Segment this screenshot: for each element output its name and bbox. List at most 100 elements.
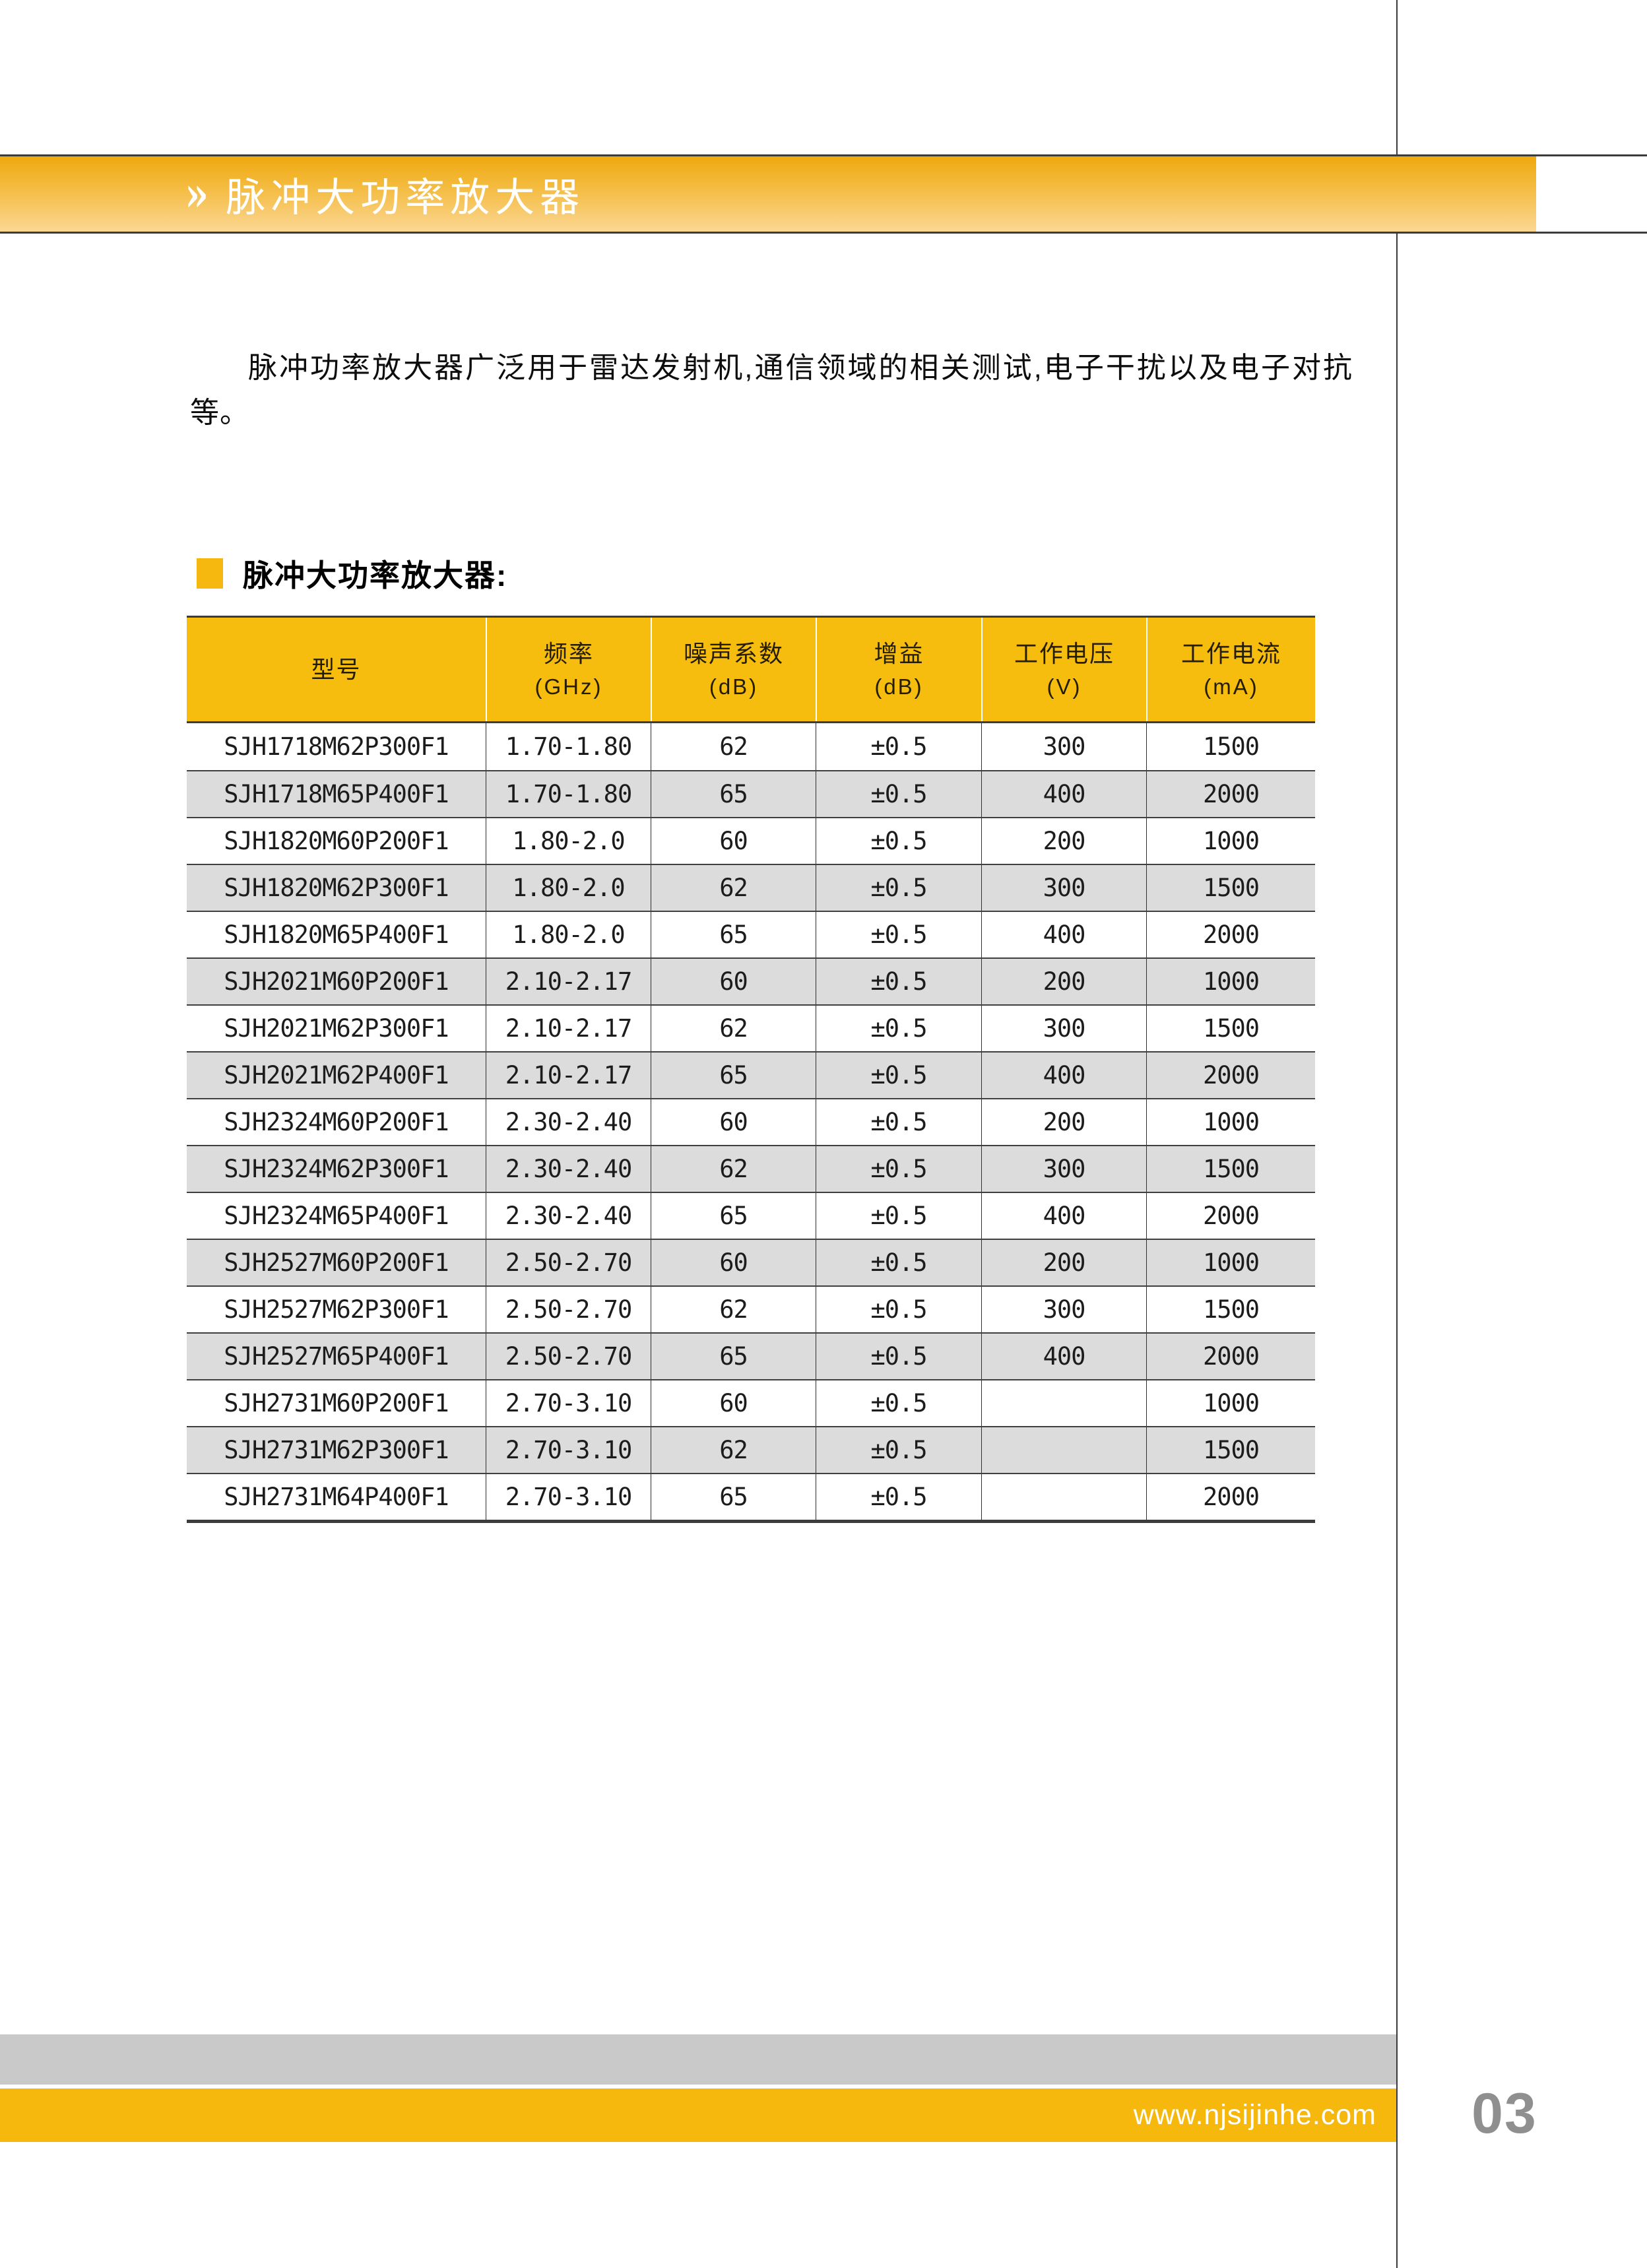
table-row: SJH2021M62P300F1 2.10-2.17 62 ±0.5 300 1500 <box>187 1004 1315 1051</box>
table-cell: 1000 <box>1146 959 1315 1004</box>
table-cell: 200 <box>981 1099 1146 1145</box>
column-header: 频率 (GHz) <box>486 618 651 721</box>
table-cell: 1.80-2.0 <box>486 818 651 864</box>
table-cell <box>981 1380 1146 1426</box>
page-number: 03 <box>1471 2081 1537 2145</box>
column-header: 增益 (dB) <box>816 618 981 721</box>
model-cell: SJH2731M64P400F1 <box>224 1483 449 1511</box>
table-cell: ±0.5 <box>816 1193 981 1239</box>
column-label: 工作电流 <box>1180 639 1281 667</box>
model-cell: SJH1820M60P200F1 <box>224 827 449 855</box>
model-cell: SJH2527M62P300F1 <box>224 1295 449 1324</box>
section-title: 脉冲大功率放大器: <box>243 558 508 593</box>
model-cell: SJH1718M62P300F1 <box>224 732 449 761</box>
table-cell: ±0.5 <box>816 959 981 1004</box>
table-row: SJH2021M62P400F1 2.10-2.17 65 ±0.5 400 2000 <box>187 1051 1315 1098</box>
table-cell: ±0.5 <box>816 1287 981 1332</box>
spec-table: 型号 频率 (GHz) 噪声系数 (dB) 增益 (dB) 工作电压 (V) 工作电流 (mA) S… <box>187 616 1315 1523</box>
table-cell: 2.10-2.17 <box>486 1006 651 1051</box>
table-cell: 400 <box>981 1334 1146 1379</box>
table-cell: 200 <box>981 959 1146 1004</box>
table-cell: 1500 <box>1146 1427 1315 1473</box>
table-cell: 1.70-1.80 <box>486 771 651 817</box>
column-unit: (mA) <box>1204 674 1259 699</box>
table-cell: 1000 <box>1146 1099 1315 1145</box>
table-cell: 300 <box>981 1146 1146 1192</box>
column-unit: (V) <box>1047 674 1082 699</box>
table-cell: ±0.5 <box>816 1099 981 1145</box>
table-cell: 65 <box>651 912 816 957</box>
table-cell: 2.10-2.17 <box>486 1053 651 1098</box>
table-row: SJH2021M60P200F1 2.10-2.17 60 ±0.5 200 1000 <box>187 957 1315 1004</box>
table-cell: 2000 <box>1146 912 1315 957</box>
table-cell: 62 <box>651 723 816 770</box>
table-cell: ±0.5 <box>816 1146 981 1192</box>
table-cell: 300 <box>981 1006 1146 1051</box>
model-cell: SJH2324M62P300F1 <box>224 1155 449 1183</box>
model-cell: SJH2021M62P300F1 <box>224 1014 449 1043</box>
table-cell: 400 <box>981 1193 1146 1239</box>
table-cell: ±0.5 <box>816 1334 981 1379</box>
model-cell: SJH1820M65P400F1 <box>224 921 449 949</box>
table-row: SJH1718M62P300F1 1.70-1.80 62 ±0.5 300 1500 <box>187 723 1315 770</box>
model-cell: SJH2021M60P200F1 <box>224 967 449 996</box>
table-cell: 62 <box>651 1006 816 1051</box>
column-header: 工作电流 (mA) <box>1146 618 1315 721</box>
table-row: SJH1820M62P300F1 1.80-2.0 62 ±0.5 300 1500 <box>187 864 1315 911</box>
column-label: 增益 <box>874 639 924 667</box>
table-row: SJH2731M60P200F1 2.70-3.10 60 ±0.5 1000 <box>187 1379 1315 1426</box>
table-cell: ±0.5 <box>816 865 981 911</box>
table-cell: 62 <box>651 865 816 911</box>
model-cell: SJH1718M65P400F1 <box>224 780 449 808</box>
intro-paragraph: 脉冲功率放大器广泛用于雷达发射机,通信领域的相关测试,电子干扰以及电子对抗等。 <box>190 352 1353 429</box>
table-cell: 65 <box>651 1474 816 1520</box>
table-row: SJH2324M65P400F1 2.30-2.40 65 ±0.5 400 2000 <box>187 1192 1315 1239</box>
table-cell: 1500 <box>1146 1006 1315 1051</box>
table-cell: 200 <box>981 1240 1146 1285</box>
table-row: SJH1820M65P400F1 1.80-2.0 65 ±0.5 400 2000 <box>187 911 1315 957</box>
table-cell: ±0.5 <box>816 1006 981 1051</box>
table-cell: 65 <box>651 771 816 817</box>
column-label: 工作电压 <box>1014 639 1114 667</box>
page-banner: » 脉冲大功率放大器 <box>0 156 1536 232</box>
table-cell: 2.70-3.10 <box>486 1474 651 1520</box>
table-cell: 2000 <box>1146 1334 1315 1379</box>
model-cell: SJH2527M60P200F1 <box>224 1248 449 1277</box>
table-cell: 400 <box>981 771 1146 817</box>
table-cell: 2.30-2.40 <box>486 1146 651 1192</box>
table-cell: 300 <box>981 1287 1146 1332</box>
column-label: 频率 <box>543 639 594 667</box>
table-cell: ±0.5 <box>816 1380 981 1426</box>
table-header-row: 型号 频率 (GHz) 噪声系数 (dB) 增益 (dB) 工作电压 (V) 工作电流 (mA) <box>187 616 1315 723</box>
table-cell: 1.80-2.0 <box>486 865 651 911</box>
bullet-square-icon <box>197 558 223 589</box>
table-cell: 1000 <box>1146 1240 1315 1285</box>
table-cell: 60 <box>651 1099 816 1145</box>
model-cell: SJH2527M65P400F1 <box>224 1342 449 1371</box>
model-cell: SJH2731M60P200F1 <box>224 1389 449 1417</box>
table-cell: 1.70-1.80 <box>486 723 651 770</box>
table-cell: 62 <box>651 1427 816 1473</box>
table-row: SJH2324M62P300F1 2.30-2.40 62 ±0.5 300 1500 <box>187 1145 1315 1192</box>
table-cell: ±0.5 <box>816 1427 981 1473</box>
column-label: 型号 <box>311 655 362 683</box>
table-cell: 65 <box>651 1334 816 1379</box>
column-unit: (dB) <box>874 674 924 699</box>
table-cell: 400 <box>981 1053 1146 1098</box>
table-cell: 1500 <box>1146 1146 1315 1192</box>
model-cell: SJH2021M62P400F1 <box>224 1061 449 1089</box>
table-cell: 300 <box>981 865 1146 911</box>
table-cell: 2.70-3.10 <box>486 1427 651 1473</box>
table-cell: 2.50-2.70 <box>486 1334 651 1379</box>
table-cell: 2.50-2.70 <box>486 1287 651 1332</box>
table-cell: ±0.5 <box>816 1240 981 1285</box>
table-cell: ±0.5 <box>816 1474 981 1520</box>
page-title: 脉冲大功率放大器 <box>226 174 585 221</box>
model-cell: SJH2731M62P300F1 <box>224 1436 449 1464</box>
table-cell: 1000 <box>1146 1380 1315 1426</box>
table-row: SJH2527M65P400F1 2.50-2.70 65 ±0.5 400 2000 <box>187 1332 1315 1379</box>
column-unit: (GHz) <box>534 674 603 699</box>
table-cell: ±0.5 <box>816 771 981 817</box>
footer-gray-bar <box>0 2034 1396 2085</box>
column-unit: (dB) <box>709 674 759 699</box>
